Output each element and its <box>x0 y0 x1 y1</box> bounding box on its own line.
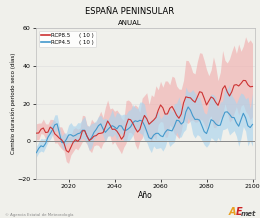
X-axis label: Año: Año <box>138 191 153 200</box>
Text: E: E <box>235 207 242 217</box>
Text: A: A <box>229 207 236 217</box>
Text: © Agencia Estatal de Meteorología: © Agencia Estatal de Meteorología <box>5 213 74 217</box>
Text: ANUAL: ANUAL <box>118 20 142 26</box>
Text: met: met <box>240 211 256 217</box>
Text: ESPAÑA PENINSULAR: ESPAÑA PENINSULAR <box>86 7 174 15</box>
Y-axis label: Cambio duración periodo seco (días): Cambio duración periodo seco (días) <box>11 53 16 154</box>
Legend: RCP8.5     ( 10 ), RCP4.5     ( 10 ): RCP8.5 ( 10 ), RCP4.5 ( 10 ) <box>39 31 96 47</box>
